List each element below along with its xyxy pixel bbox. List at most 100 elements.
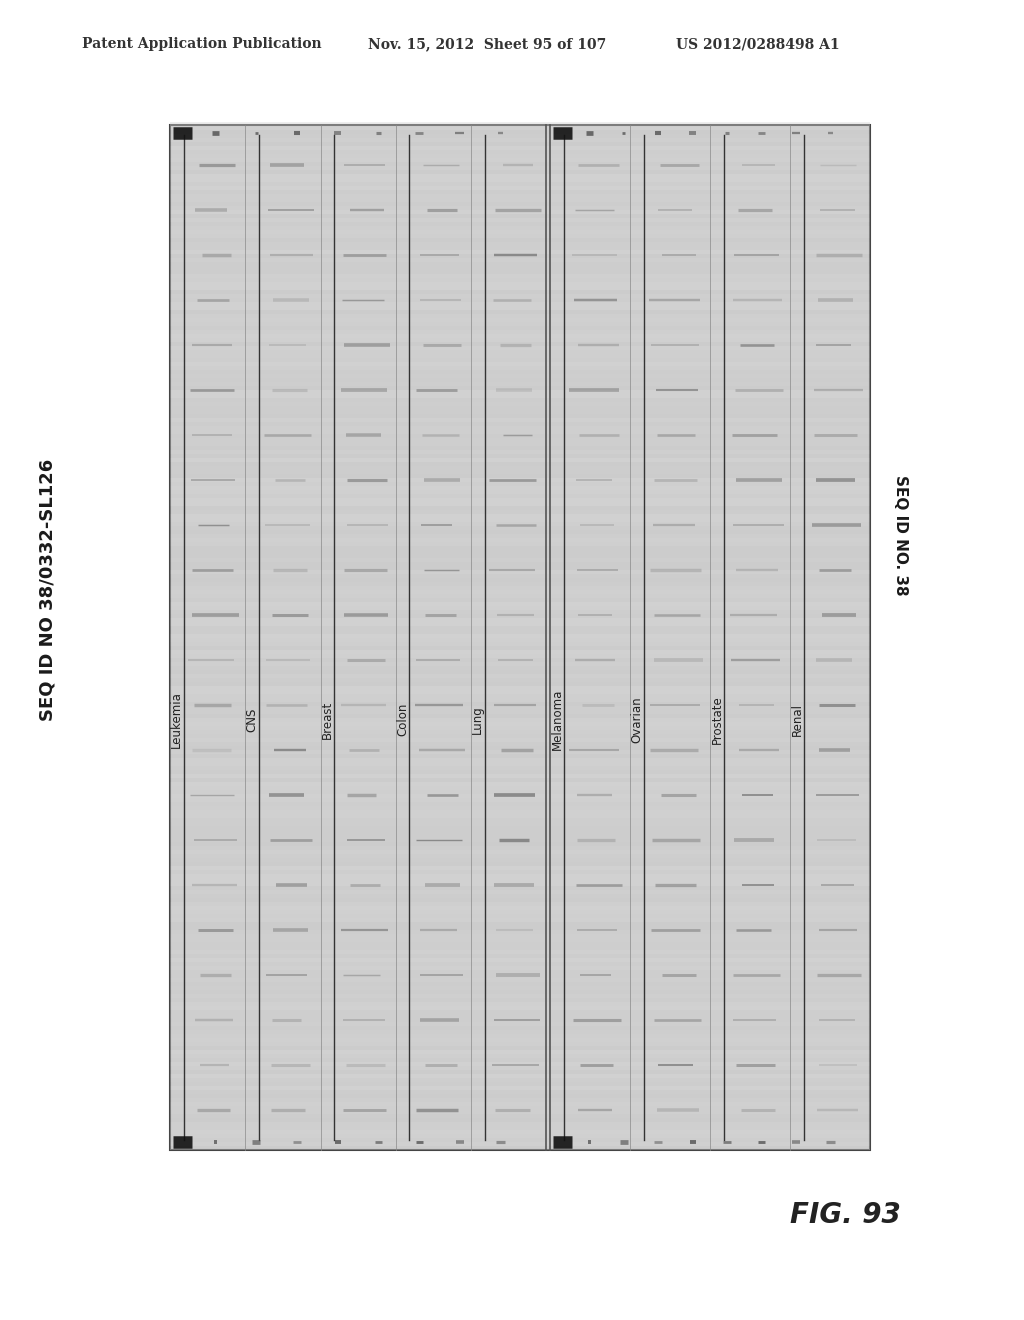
Bar (170, 789, 870, 795)
Bar (170, 531, 870, 535)
Bar (170, 939, 870, 942)
Bar (170, 242, 870, 246)
Bar (170, 682, 870, 686)
Bar (170, 730, 870, 734)
Bar (170, 578, 870, 582)
Bar (170, 222, 870, 226)
Bar (170, 777, 870, 781)
Bar (170, 758, 870, 762)
Bar (170, 630, 870, 634)
Bar (170, 385, 870, 389)
Bar (170, 602, 870, 606)
Bar (170, 718, 870, 722)
Bar (170, 1006, 870, 1010)
Bar (170, 330, 870, 334)
Bar (170, 566, 870, 570)
Text: Ovarian: Ovarian (631, 696, 643, 743)
Bar (170, 550, 870, 554)
Bar (170, 785, 870, 789)
Bar (170, 974, 870, 978)
Bar (170, 750, 870, 754)
Bar (170, 866, 870, 870)
Bar (170, 389, 870, 393)
Bar (170, 338, 870, 342)
Bar (170, 466, 870, 470)
Bar (170, 226, 870, 230)
Bar (170, 842, 870, 846)
Bar (170, 1146, 870, 1150)
Bar (170, 994, 870, 998)
Bar (170, 653, 870, 657)
Bar (170, 606, 870, 610)
Bar (170, 706, 870, 710)
Bar (170, 502, 870, 506)
Bar (170, 917, 870, 921)
Bar (170, 795, 870, 799)
Bar (170, 378, 870, 381)
Bar (170, 298, 870, 302)
Bar (170, 678, 870, 682)
Bar (170, 403, 870, 407)
Bar (170, 513, 870, 517)
Text: Melanoma: Melanoma (551, 689, 563, 750)
Bar (170, 810, 870, 814)
Bar (170, 230, 870, 234)
Bar (170, 722, 870, 726)
Bar (170, 1090, 870, 1094)
Bar (170, 194, 870, 198)
Bar (170, 686, 870, 690)
Bar (170, 675, 870, 678)
Bar (170, 234, 870, 238)
Bar (170, 1134, 870, 1138)
Bar (170, 334, 870, 338)
Bar (170, 1106, 870, 1110)
Bar (170, 1071, 870, 1074)
Bar (170, 350, 870, 354)
Bar (170, 411, 870, 414)
Bar (170, 954, 870, 958)
Bar (170, 754, 870, 758)
Bar (170, 978, 870, 982)
Bar (170, 594, 870, 598)
Bar (170, 121, 870, 125)
Bar (170, 694, 870, 698)
Bar (170, 1018, 870, 1022)
Bar (170, 850, 870, 854)
Bar (170, 1059, 870, 1063)
Text: Lung: Lung (471, 705, 484, 734)
Bar (170, 1026, 870, 1030)
Bar (170, 1114, 870, 1118)
Bar (170, 710, 870, 714)
Bar (170, 1130, 870, 1134)
Bar (170, 966, 870, 970)
Bar (170, 586, 870, 590)
Bar (170, 1034, 870, 1038)
Bar (170, 913, 870, 917)
Bar (170, 1110, 870, 1114)
Bar (170, 570, 870, 574)
Bar (170, 261, 870, 267)
Bar (170, 490, 870, 494)
Bar (170, 838, 870, 842)
Bar (170, 426, 870, 430)
Bar (170, 818, 870, 822)
Bar (170, 206, 870, 210)
Bar (170, 886, 870, 890)
Bar (170, 470, 870, 474)
Bar (170, 950, 870, 954)
Bar (170, 618, 870, 622)
Bar (170, 846, 870, 850)
Bar (170, 634, 870, 638)
Bar (170, 210, 870, 214)
Bar (170, 874, 870, 878)
Bar (170, 282, 870, 286)
Bar (170, 986, 870, 990)
Bar (170, 742, 870, 746)
Bar (170, 318, 870, 322)
Bar (170, 642, 870, 645)
Bar (170, 135, 870, 139)
Bar (170, 1078, 870, 1082)
Bar (170, 702, 870, 706)
Bar (170, 671, 870, 675)
Bar (170, 125, 870, 1150)
